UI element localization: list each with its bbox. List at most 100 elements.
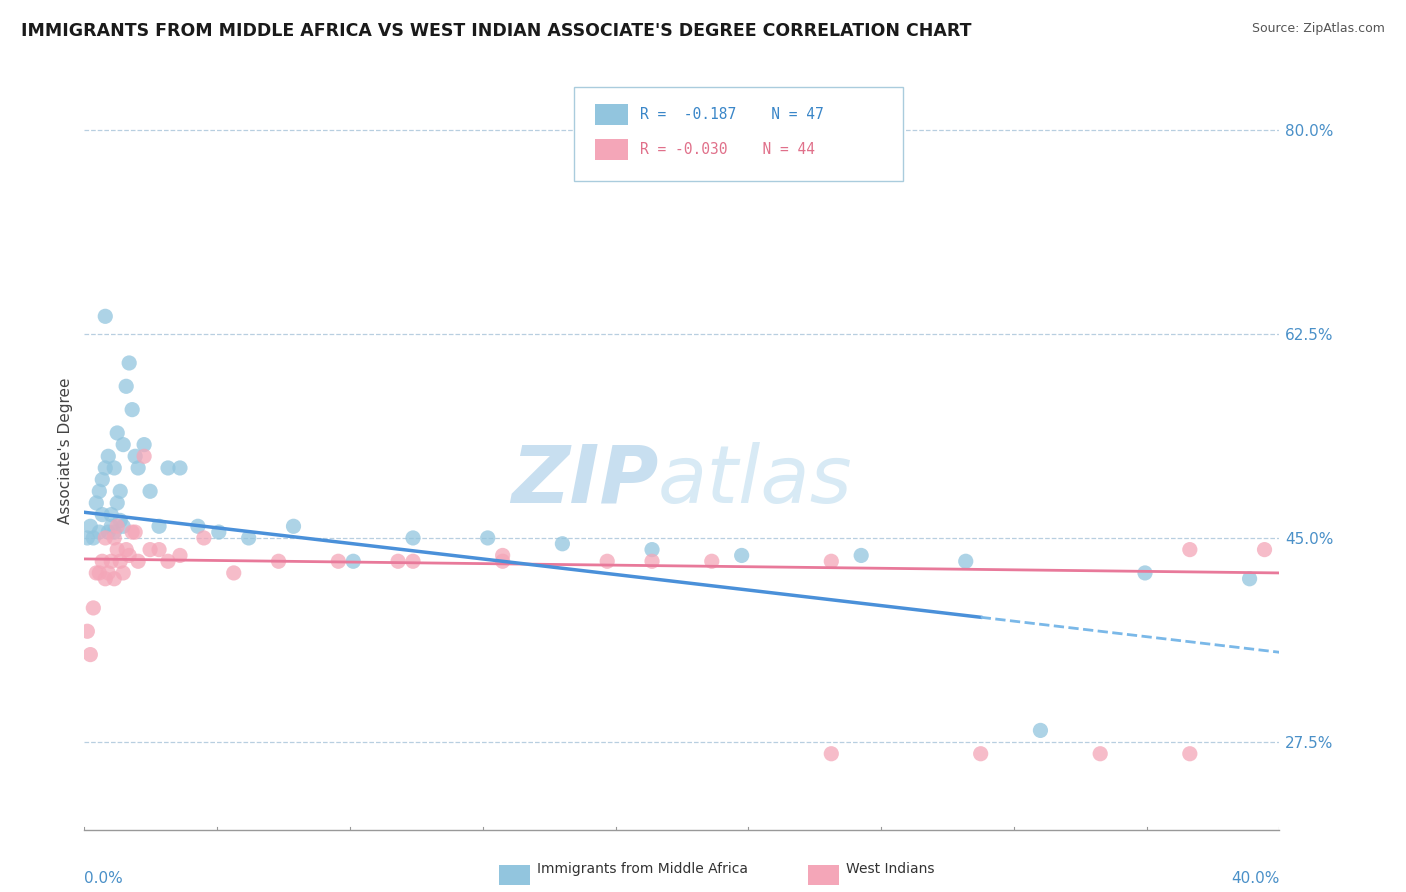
Point [105, 496, 128, 510]
Point [79, 648, 101, 662]
Point [121, 402, 143, 417]
Point [105, 519, 128, 533]
Point [86, 496, 108, 510]
Point [110, 513, 132, 527]
Point [100, 519, 122, 533]
Text: atlas: atlas [658, 442, 853, 520]
Point [127, 554, 149, 568]
Point [139, 484, 162, 499]
Bar [595, 139, 628, 160]
Point [103, 525, 125, 540]
Point [103, 461, 125, 475]
Text: 0.0%: 0.0% [84, 871, 124, 887]
Point [208, 525, 231, 540]
Point [328, 554, 350, 568]
Bar [595, 104, 628, 125]
Point [157, 461, 180, 475]
Y-axis label: Associate's Degree: Associate's Degree [58, 377, 73, 524]
Point [118, 356, 141, 370]
Point [97, 566, 120, 580]
Text: Source: ZipAtlas.com: Source: ZipAtlas.com [1251, 22, 1385, 36]
Point [492, 554, 515, 568]
Point [97, 450, 120, 464]
Text: IMMIGRANTS FROM MIDDLE AFRICA VS WEST INDIAN ASSOCIATE'S DEGREE CORRELATION CHAR: IMMIGRANTS FROM MIDDLE AFRICA VS WEST IN… [21, 22, 972, 40]
Point [955, 554, 977, 568]
Point [1253, 542, 1275, 557]
Text: West Indians: West Indians [846, 862, 935, 876]
Point [700, 554, 723, 568]
Point [641, 542, 664, 557]
Point [970, 747, 993, 761]
Point [283, 519, 305, 533]
Text: R =  -0.187    N = 47: R = -0.187 N = 47 [640, 107, 824, 122]
Point [342, 554, 364, 568]
Point [169, 549, 191, 563]
Point [596, 554, 619, 568]
Point [148, 519, 170, 533]
Point [477, 531, 499, 545]
Point [112, 566, 135, 580]
Text: ZIP: ZIP [510, 442, 658, 520]
Point [112, 437, 135, 451]
Point [91, 554, 114, 568]
Point [1178, 542, 1201, 557]
Point [402, 531, 425, 545]
Point [1178, 747, 1201, 761]
Point [127, 461, 149, 475]
Point [79, 519, 101, 533]
Point [110, 484, 132, 499]
Point [222, 566, 245, 580]
Point [851, 549, 873, 563]
Point [94, 531, 117, 545]
Point [105, 542, 128, 557]
Point [139, 542, 162, 557]
Point [94, 572, 117, 586]
Point [1029, 723, 1052, 738]
Point [731, 549, 754, 563]
Point [112, 519, 135, 533]
Point [132, 450, 156, 464]
Point [89, 484, 111, 499]
Point [91, 508, 114, 522]
Point [100, 508, 122, 522]
Point [94, 310, 117, 324]
Point [551, 537, 574, 551]
Point [641, 554, 664, 568]
Point [1239, 572, 1261, 586]
Point [267, 554, 290, 568]
Text: 40.0%: 40.0% [1232, 871, 1279, 887]
Point [238, 531, 260, 545]
Point [115, 542, 138, 557]
Point [132, 437, 156, 451]
Point [89, 525, 111, 540]
Point [402, 554, 425, 568]
Point [492, 549, 515, 563]
Point [1133, 566, 1156, 580]
Point [820, 747, 842, 761]
Point [82, 601, 104, 615]
Point [91, 473, 114, 487]
Text: Immigrants from Middle Africa: Immigrants from Middle Africa [537, 862, 748, 876]
Point [387, 554, 409, 568]
Point [169, 461, 191, 475]
Point [82, 531, 104, 545]
Point [86, 566, 108, 580]
Point [76, 624, 98, 639]
Point [124, 450, 146, 464]
Point [103, 572, 125, 586]
Point [1090, 747, 1112, 761]
Point [97, 525, 120, 540]
Point [94, 461, 117, 475]
Point [118, 549, 141, 563]
Point [820, 554, 842, 568]
Point [124, 525, 146, 540]
Point [193, 531, 215, 545]
Point [105, 425, 128, 440]
Point [121, 525, 143, 540]
Point [157, 554, 180, 568]
Point [100, 554, 122, 568]
Point [148, 542, 170, 557]
Point [89, 566, 111, 580]
Text: R = -0.030    N = 44: R = -0.030 N = 44 [640, 142, 815, 157]
Point [76, 531, 98, 545]
